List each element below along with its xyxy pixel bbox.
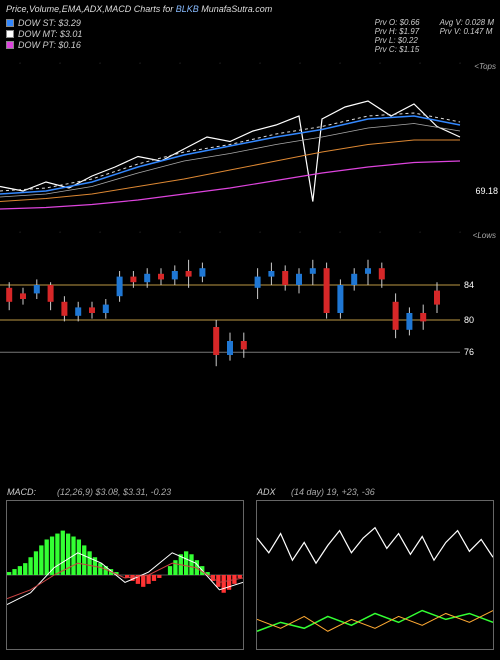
adx-panel: ADX (14 day) 19, +23, -36 [256, 500, 494, 650]
info-row: DOW ST: $3.29DOW MT: $3.01DOW PT: $0.16 … [0, 18, 500, 56]
macd-panel: MACD: (12,26,9) $3.08, $3.31, -0.23 [6, 500, 244, 650]
svg-text:76: 76 [464, 347, 474, 357]
price-chart: ············ <Tops 69.18 [0, 60, 500, 225]
stats-group: Prv O: $0.66Prv H: $1.97Prv L: $0.22Prv … [375, 18, 494, 54]
dow-item: DOW ST: $3.29 [6, 18, 82, 28]
price-value-label: 69.18 [475, 186, 498, 196]
chart-title: Price,Volume,EMA,ADX,MACD Charts for BLK… [6, 4, 494, 14]
candle-chart: ············ <Lows 848076 [0, 229, 500, 384]
svg-text:80: 80 [464, 315, 474, 325]
header: Price,Volume,EMA,ADX,MACD Charts for BLK… [0, 0, 500, 18]
svg-text:84: 84 [464, 280, 474, 290]
tops-label: <Tops [474, 62, 496, 71]
dow-item: DOW MT: $3.01 [6, 29, 82, 39]
macd-label: MACD: [7, 487, 36, 497]
adx-label: ADX [257, 487, 276, 497]
macd-params: (12,26,9) $3.08, $3.31, -0.23 [57, 487, 171, 497]
adx-params: (14 day) 19, +23, -36 [291, 487, 375, 497]
dow-group: DOW ST: $3.29DOW MT: $3.01DOW PT: $0.16 [6, 18, 82, 54]
indicators-row: MACD: (12,26,9) $3.08, $3.31, -0.23 ADX … [6, 500, 494, 650]
dow-item: DOW PT: $0.16 [6, 40, 82, 50]
lows-label: <Lows [473, 231, 496, 240]
